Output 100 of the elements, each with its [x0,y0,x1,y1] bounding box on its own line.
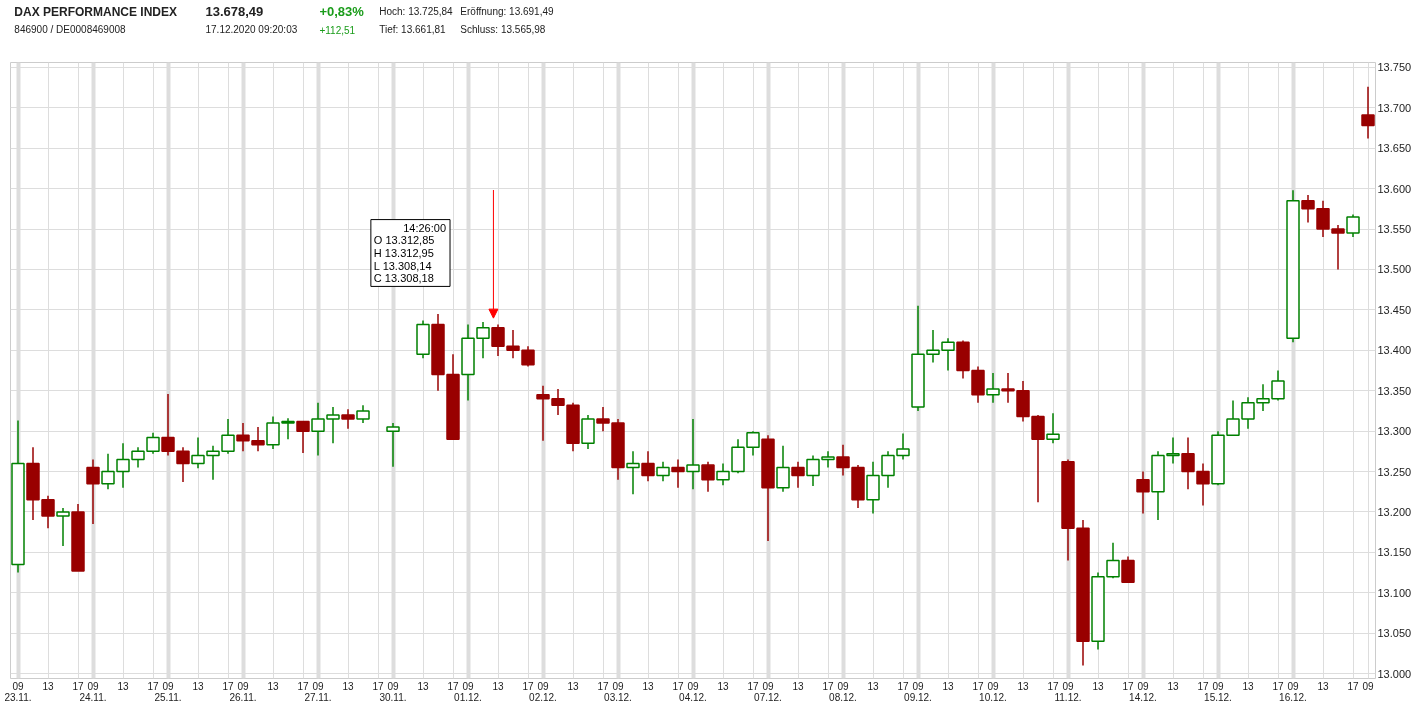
candlestick [1316,199,1330,238]
y-tick-label: 13.100 [1377,586,1412,599]
x-tick-label: 17 [147,680,159,692]
text: 17.12.2020 09:20:03 [205,24,298,35]
candlestick [251,426,265,453]
x-tick-label: 17 [1272,680,1284,692]
candlestick [491,323,505,357]
candlestick [1046,412,1060,445]
y-tick-label: 13.300 [1377,425,1412,438]
y-tick-label: 13.700 [1377,101,1412,114]
x-tick-label: 17 [222,680,234,692]
y-tick-label: 13.000 [1377,667,1412,680]
x-tick-label: 13 [342,680,354,692]
candlestick [326,406,340,445]
x-tick-label: 17 [972,680,984,692]
x-tick-label: 13 [42,680,54,692]
candlestick [596,406,610,432]
candlestick [671,458,685,489]
candlestick [341,408,355,430]
candlestick [266,415,280,450]
candlestick [1121,555,1135,584]
x-tick-label: 17 [447,680,459,692]
candlestick [86,458,100,525]
text: +0,83% [319,4,365,19]
x-tick-label: 17 [1347,680,1359,692]
y-tick-label: 13.500 [1377,263,1412,276]
candlestick [1226,399,1240,436]
candlestick [626,450,640,495]
candlestick [686,418,700,491]
candlestick [236,422,250,453]
candlestick [1331,224,1345,271]
chart-subtitle: 846900 / DE0008469008 [14,24,127,35]
x-tick-label: 17 [597,680,609,692]
x-tick-label: 13 [1092,680,1104,692]
y-tick-label: 13.250 [1377,465,1412,478]
text: +112,51 [319,24,356,36]
candlestick [281,417,295,440]
x-tick-label: 17 [822,680,834,692]
x-tick-label: 13 [567,680,579,692]
text: Schluss: 13.565,98 [460,24,546,35]
candlestick [1361,86,1375,140]
x-tick-label: 09 [1362,680,1374,692]
x-tick-label: 13 [1017,680,1029,692]
annotation: 14:26:00 [403,221,447,234]
y-tick-label: 13.050 [1377,627,1412,640]
candlestick [701,461,715,493]
x-tick-label: 17 [897,680,909,692]
x-tick-label: 13 [1317,680,1329,692]
x-tick-label: 13 [1167,680,1179,692]
candlestick [1136,470,1150,515]
x-tick-label: 17 [1122,680,1134,692]
candlestick [641,450,655,482]
candlestick [476,321,490,360]
candlestick [296,420,310,454]
text: Eröffnung: 13.691,49 [460,6,555,17]
x-tick-label: 13 [267,680,279,692]
x-tick-label: 09 23.11. [4,680,32,703]
text: Tief: 13.661,81 [379,24,447,35]
text: 13.678,49 [205,4,264,19]
x-tick-label: 17 [72,680,84,692]
x-tick-label: 13 [117,680,129,692]
x-tick-label: 13 [417,680,429,692]
candlestick [1256,383,1270,412]
x-tick-label: 13 [792,680,804,692]
candlestick [1271,369,1285,402]
y-tick-label: 13.200 [1377,505,1412,518]
x-tick-label: 13 [642,680,654,692]
x-tick-label: 13 [492,680,504,692]
x-tick-label: 17 [747,680,759,692]
candlestick [1301,194,1315,224]
y-tick-label: 13.550 [1377,223,1412,236]
candlestick [386,422,400,468]
x-tick-label: 13 [942,680,954,692]
candlestick [776,444,790,493]
candlestick [56,507,70,547]
x-tick-label: 13 [192,680,204,692]
x-tick-label: 17 [372,680,384,692]
y-tick-label: 13.150 [1377,546,1412,559]
candlestick [1346,213,1360,238]
candlestick [656,461,670,482]
candlestick [986,372,1000,404]
candlestick [41,495,55,529]
x-tick-label: 17 [672,680,684,692]
x-tick-label: 17 [297,680,309,692]
x-tick-label: 13 [717,680,729,692]
x-tick-label: 13 [867,680,879,692]
y-tick-label: 13.400 [1377,344,1412,357]
y-tick-label: 13.450 [1377,303,1412,316]
y-tick-label: 13.350 [1377,384,1412,397]
candlestick [536,385,550,442]
text: Hoch: 13.725,84 [379,6,454,17]
candlestick [1241,396,1255,430]
y-tick-label: 13.600 [1377,182,1412,195]
y-tick-label: 13.750 [1377,61,1412,74]
annotation: H 13.312,95 [373,247,434,259]
x-tick-label: 17 [1197,680,1209,692]
x-tick-label: 17 [522,680,534,692]
x-tick-label: 17 [1047,680,1059,692]
x-tick-label: 13 [1242,680,1254,692]
annotation: L 13.308,14 [373,259,432,272]
